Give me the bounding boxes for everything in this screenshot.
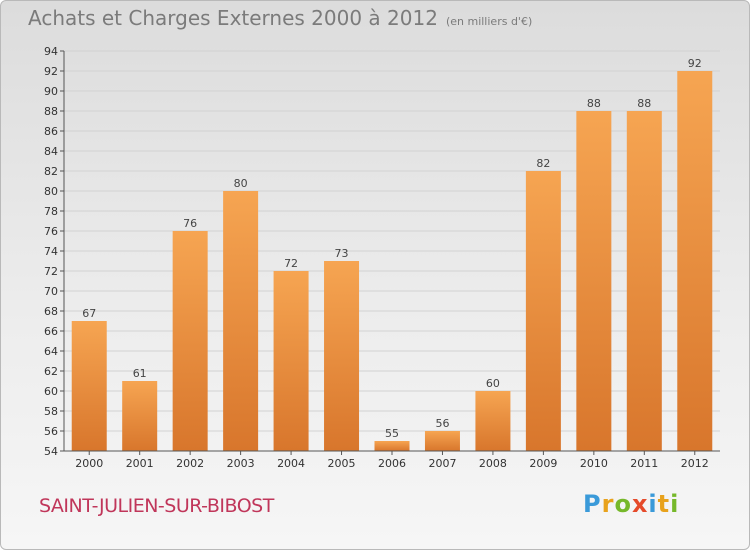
proxiti-logo[interactable]: Proxiti: [583, 490, 679, 518]
value-label: 72: [284, 257, 298, 270]
value-label: 80: [234, 177, 248, 190]
y-tick-label: 66: [44, 325, 58, 338]
bar: [273, 271, 309, 451]
chart-title-text: Achats et Charges Externes 2000 à 2012: [28, 6, 438, 30]
logo-letter: P: [583, 490, 602, 518]
value-label: 88: [637, 97, 651, 110]
y-tick-label: 90: [44, 85, 58, 98]
value-label: 82: [536, 157, 550, 170]
x-tick-label: 2007: [428, 457, 456, 470]
y-tick-label: 74: [44, 245, 58, 258]
bar: [374, 441, 410, 451]
gridlines: [60, 50, 720, 452]
bar: [525, 171, 561, 451]
y-tick-label: 92: [44, 65, 58, 78]
bar: [71, 321, 107, 451]
value-label: 61: [133, 367, 147, 380]
y-tick-labels: 54 56 58 60 62 64 66 68 70 72 74 76 78 80 82 84 86 88 90 92…: [44, 45, 58, 458]
x-tick-label: 2009: [529, 457, 557, 470]
value-label: 73: [335, 247, 349, 260]
bars: [71, 71, 713, 451]
value-labels: 67 61 76 80 72 73 55 56 60 82 88 88 92: [82, 57, 702, 440]
value-label: 56: [435, 417, 449, 430]
bar: [324, 261, 360, 451]
y-tick-label: 56: [44, 425, 58, 438]
y-tick-label: 60: [44, 385, 58, 398]
y-tick-label: 58: [44, 405, 58, 418]
y-tick-label: 84: [44, 145, 58, 158]
y-tick-label: 62: [44, 365, 58, 378]
bar: [626, 111, 662, 451]
y-tick-label: 78: [44, 205, 58, 218]
commune-name: SAINT-JULIEN-SUR-BIBOST: [39, 495, 274, 517]
logo-letter: i: [670, 490, 680, 518]
logo-letter: i: [648, 490, 658, 518]
x-tick-label: 2006: [378, 457, 406, 470]
x-tick-label: 2001: [126, 457, 154, 470]
value-label: 88: [587, 97, 601, 110]
value-label: 60: [486, 377, 500, 390]
bar: [576, 111, 612, 451]
y-tick-label: 68: [44, 305, 58, 318]
y-tick-label: 54: [44, 445, 58, 458]
logo-letter: r: [601, 490, 615, 518]
y-tick-label: 80: [44, 185, 58, 198]
value-label: 67: [82, 307, 96, 320]
x-tick-label: 2003: [227, 457, 255, 470]
y-tick-label: 86: [44, 125, 58, 138]
x-tick-label: 2008: [479, 457, 507, 470]
x-tick-labels: 2000 2001 2002 2003 2004 2005 2006 2007 2008 2009…: [75, 451, 709, 470]
chart-unit: (en milliers d'€): [445, 15, 533, 28]
x-tick-label: 2011: [630, 457, 658, 470]
x-tick-label: 2004: [277, 457, 305, 470]
value-label: 55: [385, 427, 399, 440]
y-tick-label: 82: [44, 165, 58, 178]
y-tick-label: 72: [44, 265, 58, 278]
y-tick-label: 76: [44, 225, 58, 238]
x-tick-label: 2005: [328, 457, 356, 470]
y-tick-label: 88: [44, 105, 58, 118]
x-tick-label: 2012: [681, 457, 709, 470]
value-label: 92: [688, 57, 702, 70]
y-tick-label: 64: [44, 345, 58, 358]
logo-letter: t: [657, 490, 671, 518]
x-tick-label: 2002: [176, 457, 204, 470]
bar: [223, 191, 259, 451]
y-tick-label: 70: [44, 285, 58, 298]
bar: [172, 231, 208, 451]
y-tick-label: 94: [44, 45, 58, 58]
value-label: 76: [183, 217, 197, 230]
bar: [122, 381, 158, 451]
bar: [677, 71, 713, 451]
bar: [424, 431, 460, 451]
logo-letter: x: [631, 490, 649, 518]
logo-letter: o: [614, 490, 632, 518]
x-tick-label: 2000: [75, 457, 103, 470]
bar: [475, 391, 511, 451]
x-tick-label: 2010: [580, 457, 608, 470]
chart-title: Achats et Charges Externes 2000 à 2012 (e…: [28, 6, 532, 30]
